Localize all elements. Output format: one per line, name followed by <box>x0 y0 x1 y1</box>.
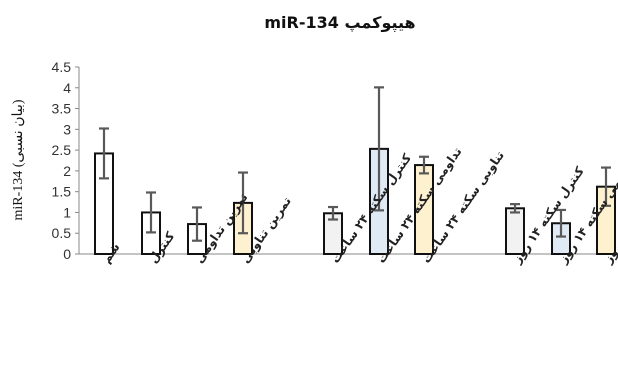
y-tick-label: 2.5 <box>52 142 72 158</box>
y-tick-label: 0.5 <box>52 225 72 241</box>
y-tick-label: 2 <box>63 163 71 179</box>
y-tick-label: 1.5 <box>52 184 72 200</box>
y-axis-label: miR-134 (بیان نسبی) <box>11 99 26 220</box>
y-tick-label: 1 <box>63 204 71 220</box>
y-tick-label: 4.5 <box>52 59 72 75</box>
y-tick-label: 3 <box>63 121 71 137</box>
chart-title: miR-134 هیپوکمپ <box>264 13 415 33</box>
y-tick-label: 4 <box>63 80 71 96</box>
error-bars-group <box>99 86 611 242</box>
y-axis-ticks: 0 0.5 1 1.5 2 2.5 3 3.5 4 4.5 <box>52 59 79 262</box>
y-tick-label: 0 <box>63 246 71 262</box>
y-tick-label: 3.5 <box>52 101 72 117</box>
